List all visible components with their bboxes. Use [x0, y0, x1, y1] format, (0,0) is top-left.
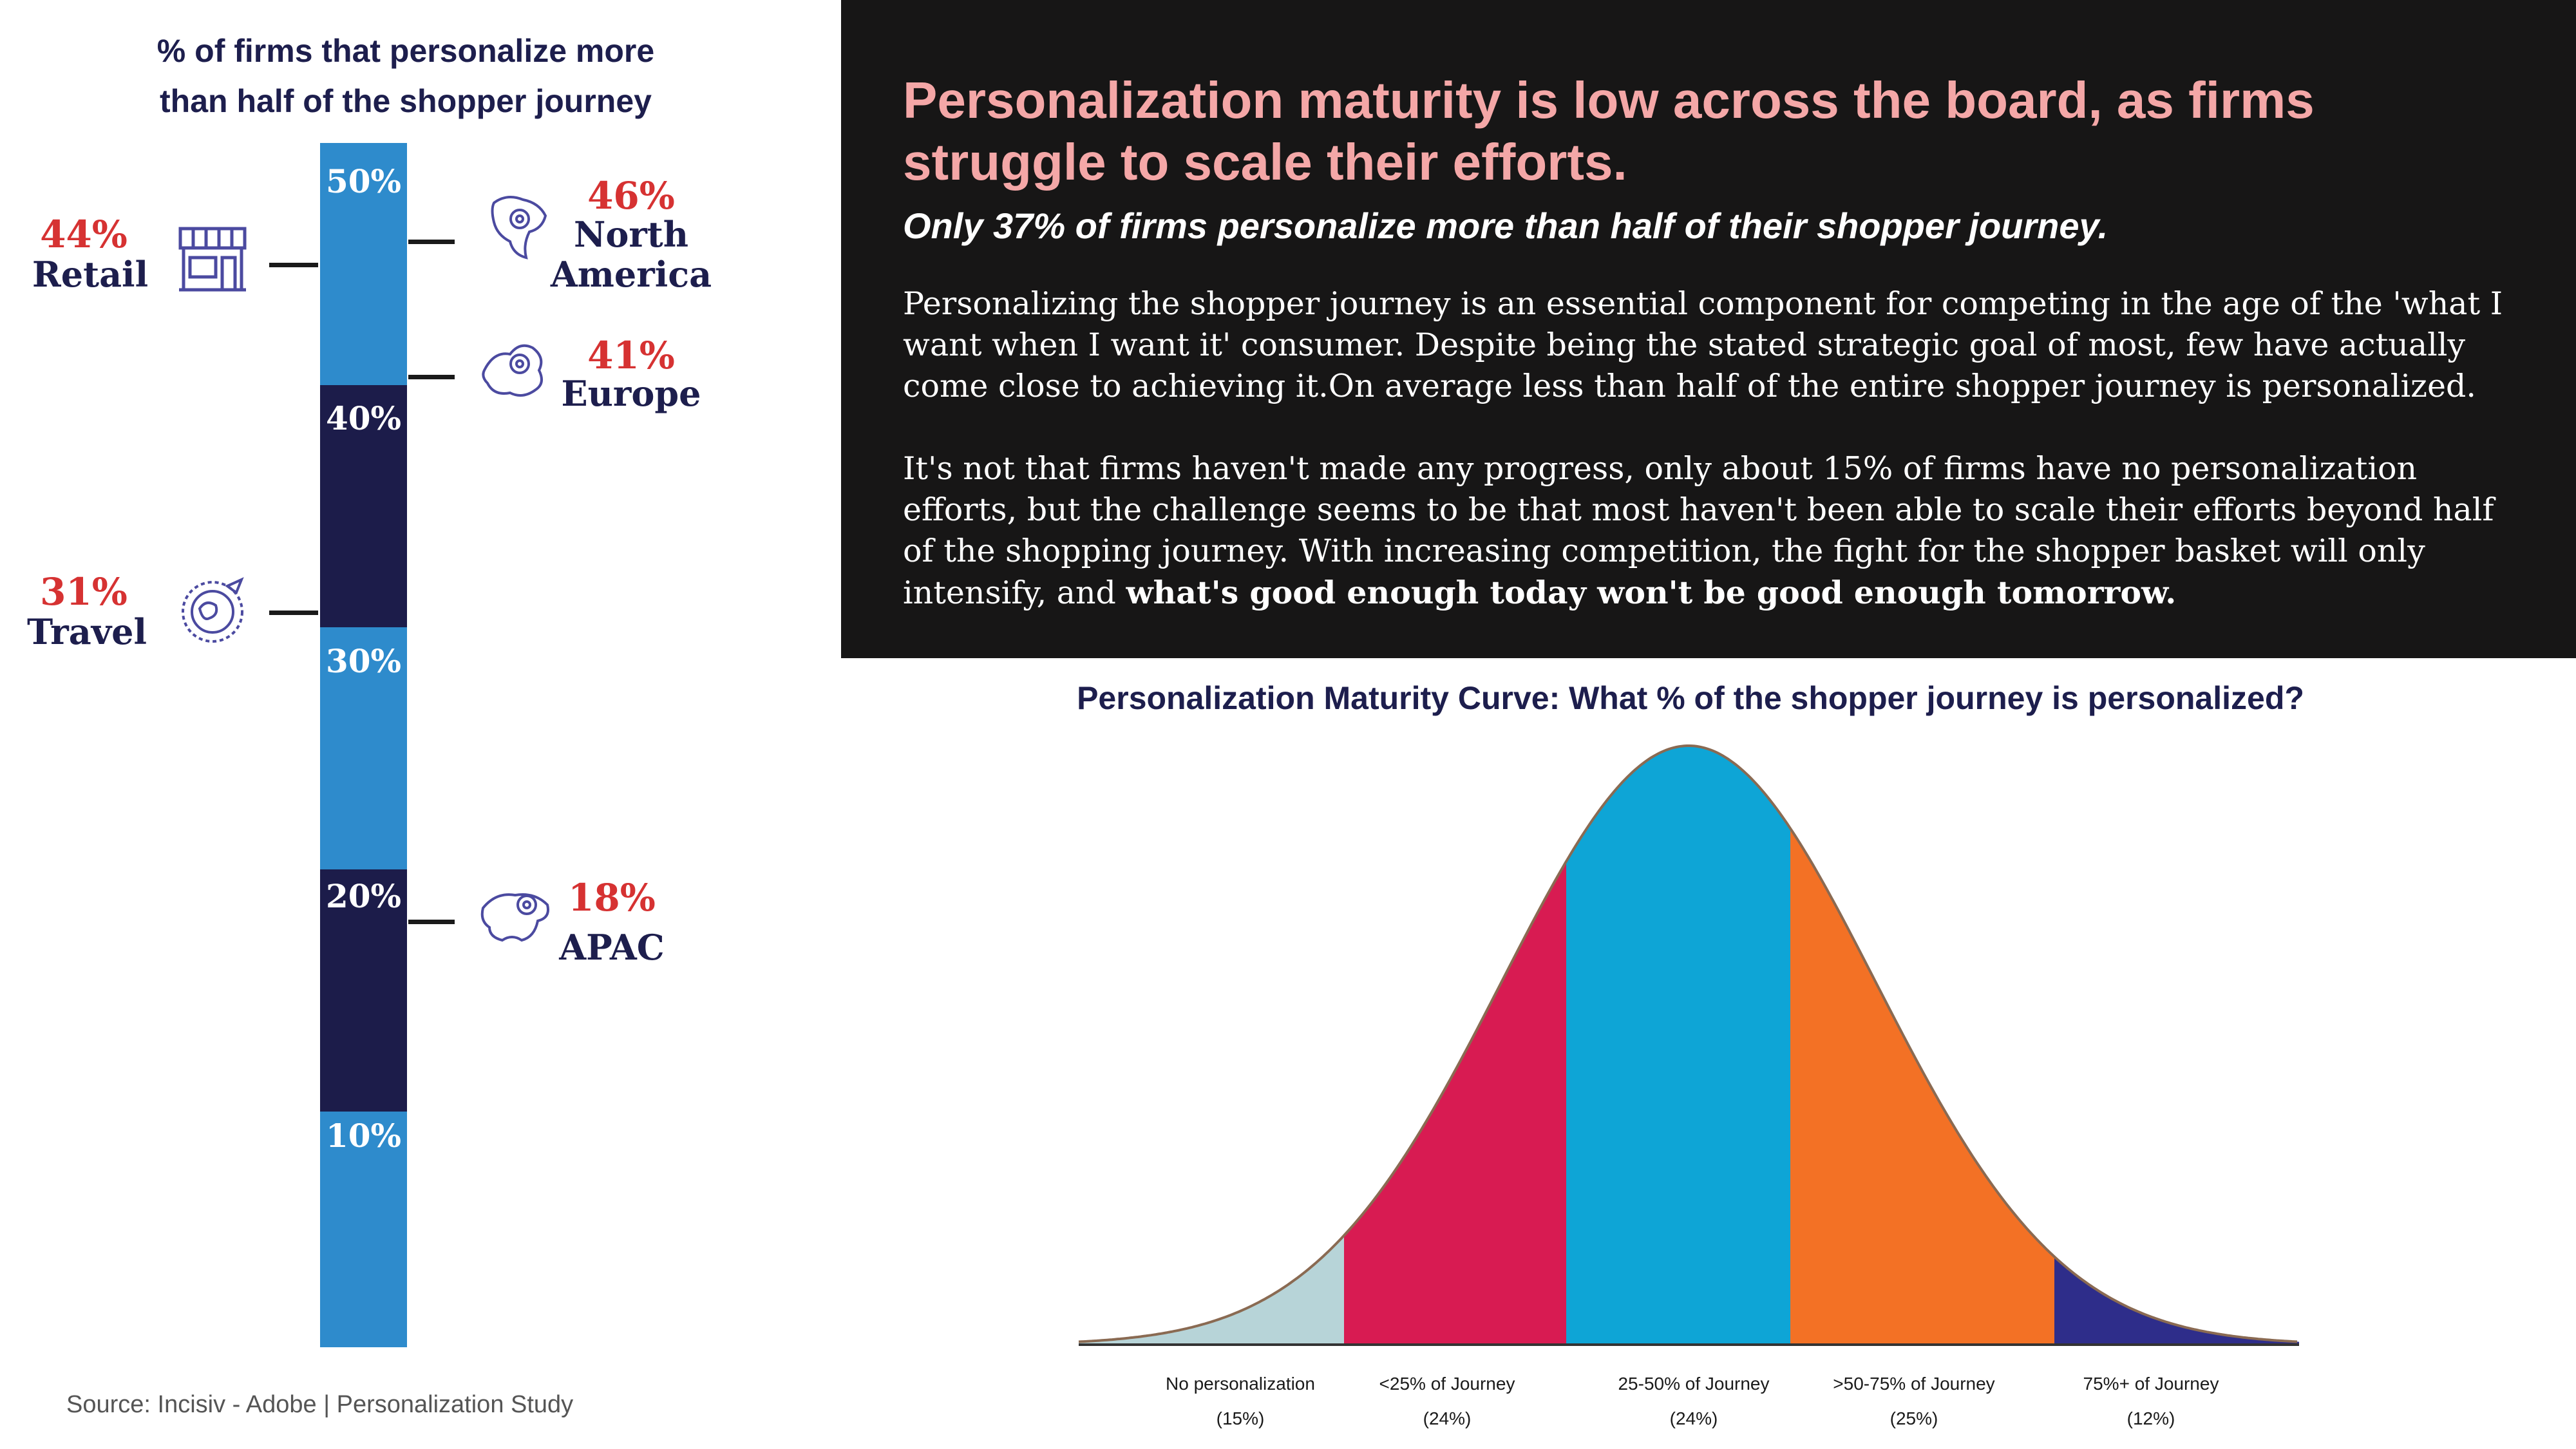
headline: Personalization maturity is low across t…: [903, 71, 2315, 191]
maturity-curve-chart: [1078, 744, 2299, 1346]
globe-plane-icon: [182, 577, 244, 643]
body-paragraph-2-text: It's not that firms haven't made any pro…: [903, 450, 2494, 611]
left-chart-title: % of firms that personalize more than ha…: [90, 26, 721, 126]
scale-segment-10-0: [320, 1112, 407, 1347]
curve-category-value: (15%): [1216, 1408, 1265, 1428]
north-america-label: North America: [547, 214, 715, 294]
retail-label: Retail: [32, 254, 149, 295]
apac-label: APAC: [559, 927, 665, 968]
scale-segment-20-10: [320, 869, 407, 1112]
curve-category-name: 25-50% of Journey: [1618, 1374, 1770, 1394]
europe-label: Europe: [561, 373, 701, 414]
curve-category-label-5: 75%+ of Journey (12%): [2048, 1367, 2254, 1436]
curve-outline: [1078, 744, 2298, 1343]
curve-category-value: (25%): [1889, 1408, 1938, 1428]
europe-map-icon: [482, 344, 543, 397]
scale-label-30: 30%: [325, 642, 402, 680]
curve-category-value: (24%): [1423, 1408, 1472, 1428]
curve-category-name: >50-75% of Journey: [1833, 1374, 1995, 1394]
scale-label-50: 50%: [325, 162, 402, 200]
connector-europe: [408, 375, 455, 379]
body-paragraph-2: It's not that firms haven't made any pro…: [903, 448, 2513, 614]
scale-segment-50-40: [320, 143, 407, 385]
store-icon: [178, 227, 247, 292]
asia-map-icon: [480, 893, 549, 942]
summary-panel: Personalization maturity is low across t…: [841, 0, 2576, 658]
retail-pct: 44%: [40, 213, 128, 256]
curve-segment-3: [1566, 746, 1790, 1345]
north-america-label-line1: North: [573, 214, 689, 255]
europe-pct: 41%: [587, 334, 675, 377]
connector-north-america: [408, 240, 455, 244]
scale-segment-30-20: [320, 627, 407, 869]
percentage-scale-bar: 50% 40% 30% 20% 10%: [320, 143, 407, 1347]
north-america-map-icon: [491, 196, 547, 260]
curve-segments: [1079, 746, 2299, 1345]
curve-category-name: <25% of Journey: [1379, 1374, 1515, 1394]
connector-travel: [269, 611, 318, 615]
subheadline: Only 37% of firms personalize more than …: [903, 205, 2108, 246]
apac-pct: 18%: [568, 876, 656, 920]
curve-category-name: 75%+ of Journey: [2083, 1374, 2219, 1394]
travel-pct: 31%: [40, 570, 128, 614]
connector-retail: [269, 263, 318, 267]
curve-segment-2: [1344, 861, 1566, 1345]
left-title-line1: % of firms that personalize more: [156, 33, 655, 69]
curve-category-value: (12%): [2126, 1408, 2175, 1428]
curve-category-label-3: 25-50% of Journey (24%): [1591, 1367, 1797, 1436]
body-text: Personalizing the shopper journey is an …: [903, 283, 2513, 655]
scale-label-40: 40%: [325, 399, 402, 437]
source-note: Source: Incisiv - Adobe | Personalizatio…: [66, 1391, 574, 1418]
curve-category-label-2: <25% of Journey (24%): [1344, 1367, 1550, 1436]
curve-category-value: (24%): [1669, 1408, 1718, 1428]
curve-segment-4: [1790, 828, 2054, 1345]
left-title-line2: than half of the shopper journey: [160, 83, 652, 119]
north-america-label-line2: America: [550, 254, 712, 295]
scale-segment-40-30: [320, 385, 407, 627]
body-paragraph-1: Personalizing the shopper journey is an …: [903, 285, 2503, 404]
scale-label-20: 20%: [325, 877, 402, 915]
body-paragraph-2-emphasis: what's good enough today won't be good e…: [1126, 574, 2177, 611]
curve-category-label-4: >50-75% of Journey (25%): [1811, 1367, 2017, 1436]
north-america-pct: 46%: [587, 174, 675, 218]
curve-chart-title: Personalization Maturity Curve: What % o…: [1077, 680, 2304, 716]
curve-segment-5: [2054, 1256, 2299, 1345]
scale-label-10: 10%: [325, 1117, 402, 1155]
curve-category-name: No personalization: [1166, 1374, 1315, 1394]
curve-category-label-1: No personalization (15%): [1137, 1367, 1343, 1436]
travel-label: Travel: [27, 611, 147, 652]
connector-apac: [408, 920, 455, 924]
curve-segment-1: [1079, 1235, 1344, 1345]
